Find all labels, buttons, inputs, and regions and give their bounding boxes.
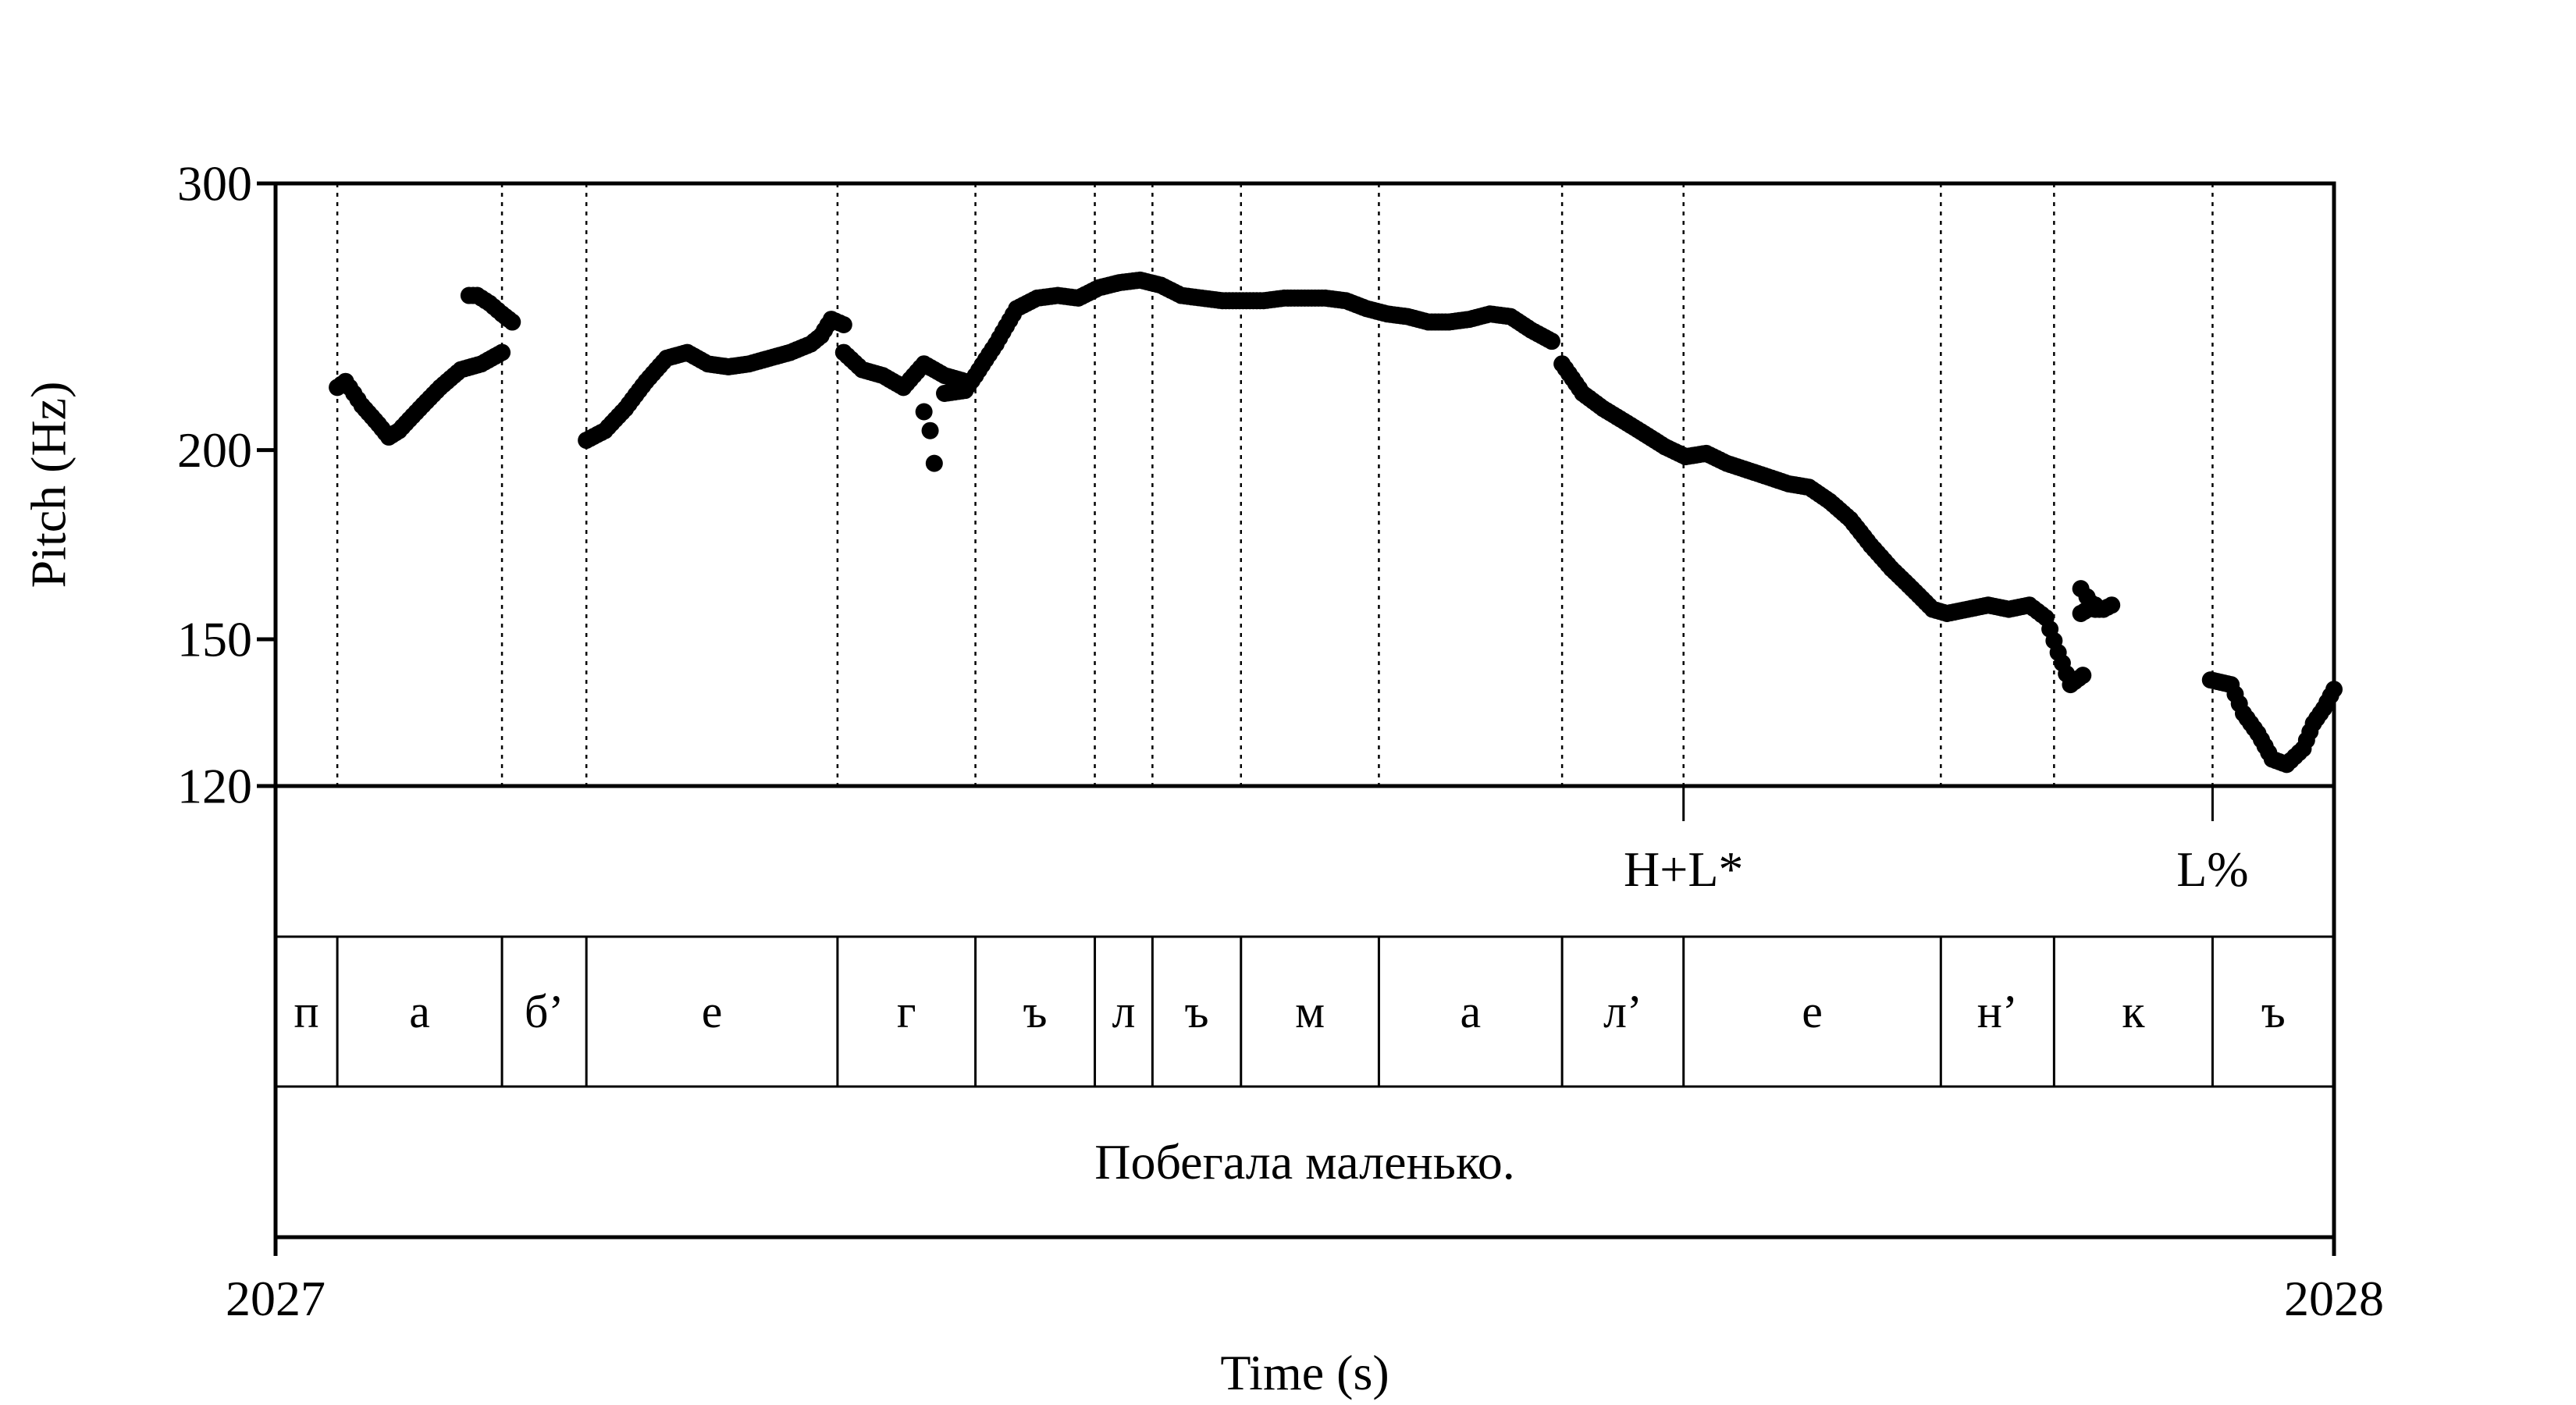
y-axis-title: Pitch (Hz) [21, 382, 76, 589]
segment-label: г [897, 986, 916, 1037]
pitch-point [493, 343, 511, 361]
segment-boundary-lines [336, 183, 2214, 786]
x-axis-ticks [273, 1237, 2336, 1256]
segment-label: ъ [2261, 986, 2286, 1037]
segment-label: е [702, 986, 723, 1037]
segment-label: б’ [525, 986, 564, 1037]
segment-label: а [1460, 986, 1481, 1037]
pitch-point [503, 313, 521, 331]
segment-label: а [409, 986, 430, 1037]
segment-label: м [1295, 986, 1325, 1037]
segment-boundaries-solid [336, 786, 2214, 1087]
y-tick-label: 200 [177, 422, 252, 478]
x-axis-title: Time (s) [1220, 1345, 1389, 1400]
segment-label: н’ [1977, 986, 2018, 1037]
y-tick-label: 150 [177, 611, 252, 667]
y-tick-label: 300 [177, 156, 252, 212]
pitch-point [2087, 596, 2105, 614]
segment-tier: п а б’ е г ъ л ъ м а л’ е н’ к ъ [294, 986, 2286, 1037]
pitch-point [915, 403, 933, 421]
y-axis-tick-labels: 120 150 200 300 [177, 156, 252, 814]
x-tick-label: 2027 [226, 1271, 326, 1326]
segment-label: к [2122, 986, 2145, 1037]
segment-label: е [1802, 986, 1823, 1037]
pitch-point [834, 316, 852, 334]
segment-label: л’ [1603, 986, 1642, 1037]
pitch-track [329, 271, 2343, 774]
pitch-point [925, 454, 943, 472]
pitch-point [2074, 667, 2092, 685]
x-tick-label: 2028 [2284, 1271, 2384, 1326]
segment-label: ъ [1023, 986, 1048, 1037]
y-tick-label: 120 [177, 759, 252, 814]
pitch-panel-frame [273, 181, 2336, 788]
segment-label: л [1112, 986, 1135, 1037]
segment-label: ъ [1185, 986, 1209, 1037]
segment-label: п [294, 986, 319, 1037]
sentence-label: Побегала маленько. [1094, 1134, 1515, 1190]
annotation-tiers-frame [273, 784, 2336, 1240]
tone-label: H+L* [1624, 841, 1743, 897]
pitch-point [2103, 596, 2121, 614]
x-axis-tick-labels: 2027 2028 [226, 1271, 2384, 1326]
tone-label: L% [2176, 841, 2248, 897]
tone-tier: H+L* L% [1624, 841, 2249, 897]
pitch-point [921, 422, 939, 439]
pitch-point [1542, 333, 1560, 350]
y-axis-ticks [257, 181, 276, 788]
